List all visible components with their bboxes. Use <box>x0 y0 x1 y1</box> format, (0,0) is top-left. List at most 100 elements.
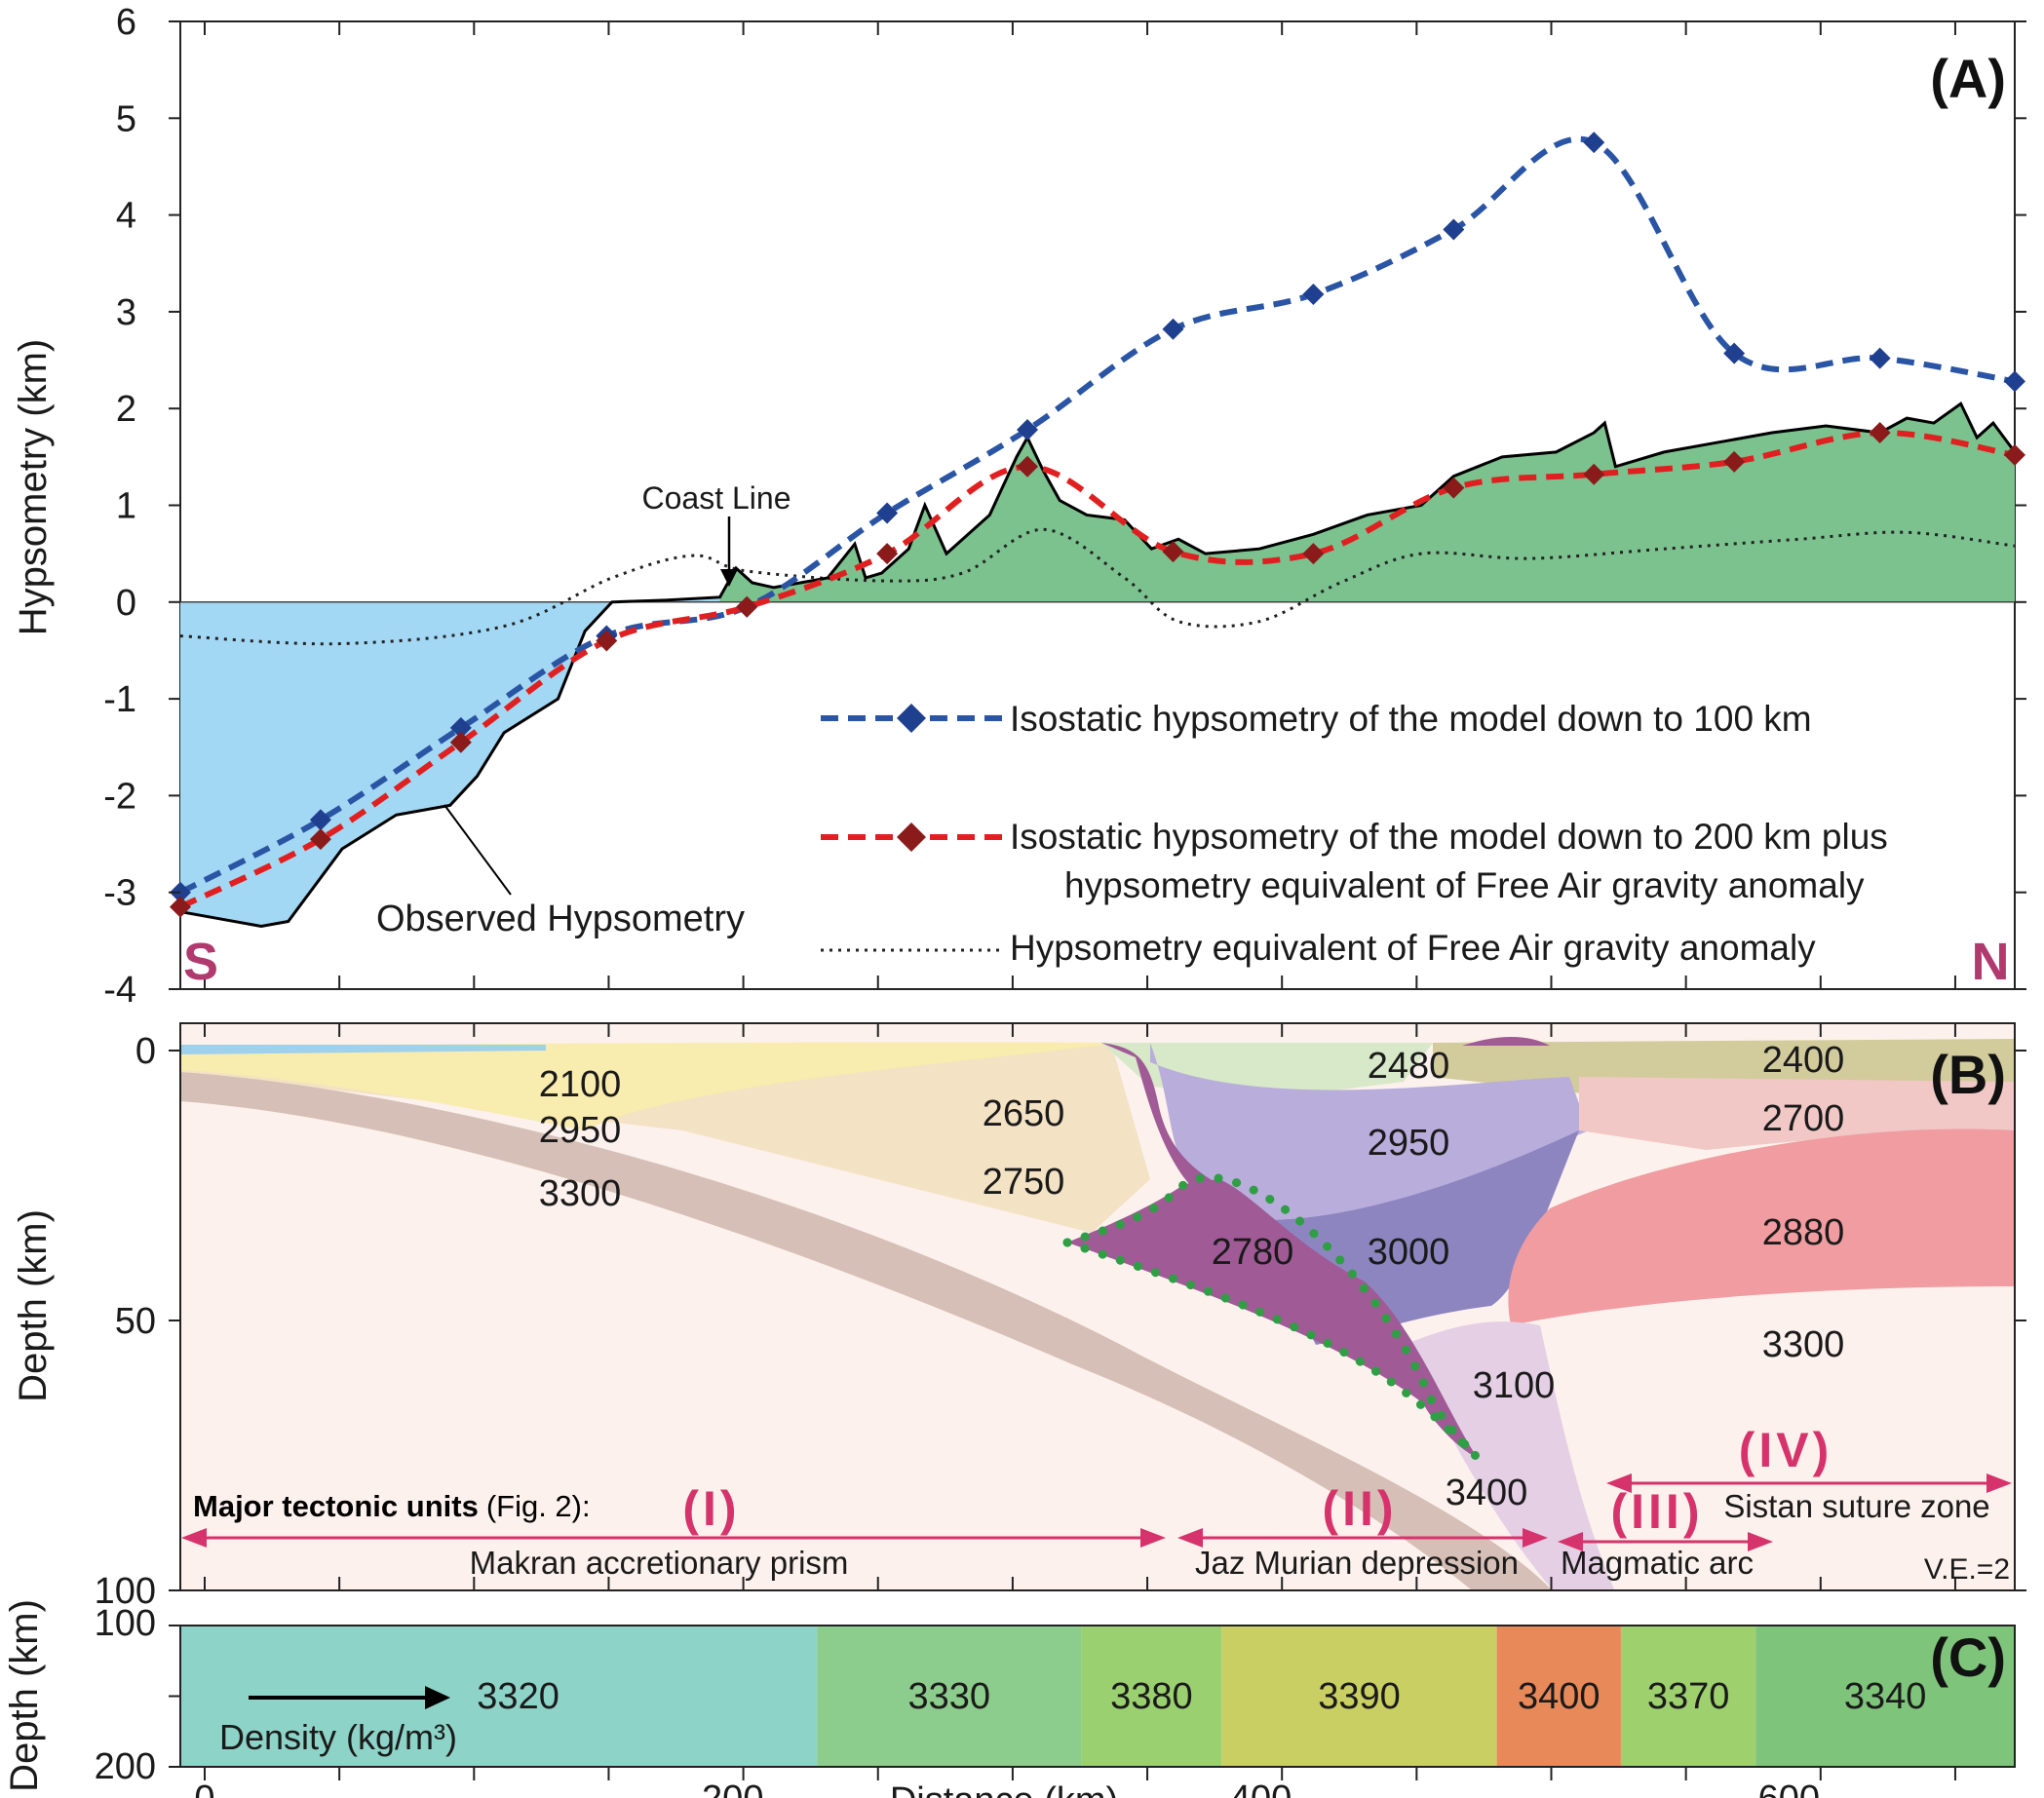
unit-4-roman: (IV) <box>1739 1423 1833 1477</box>
unit-1-arrowhead-left <box>181 1528 207 1548</box>
tectonic-units-title-rest: (Fig. 2): <box>486 1489 591 1523</box>
panel-a-y-tick-label: 6 <box>116 2 136 43</box>
panel-c-y-tick-label: 100 <box>95 1603 156 1644</box>
isostatic-100km-point <box>1302 284 1325 306</box>
observed-label: Observed Hypsometry <box>376 899 745 939</box>
isostatic-100km-point <box>1017 419 1039 441</box>
prism-top-layer <box>180 1042 1121 1130</box>
panel-a-y-tick-label: 0 <box>116 583 136 624</box>
density-slab-3400: 3400 <box>1446 1473 1528 1513</box>
density-segment-3400 <box>1496 1626 1621 1767</box>
isostatic-100km-point <box>1583 132 1605 154</box>
unit-4-arrowhead-left <box>1606 1473 1632 1493</box>
panel-a-y-tick-label: -1 <box>103 679 136 720</box>
isostatic-100km-point <box>1443 218 1465 241</box>
isostatic-200km-point <box>876 543 899 565</box>
density-arc-2880: 2880 <box>1762 1212 1845 1253</box>
isostatic-200km-point <box>2004 443 2025 466</box>
isostatic-200km-point <box>170 896 191 918</box>
density-mantle-3300-north: 3300 <box>1762 1324 1845 1365</box>
isostatic-100km-point <box>1723 342 1746 364</box>
panel-a-y-tick-label: 3 <box>116 292 136 333</box>
isostatic-200km-point <box>1723 450 1746 473</box>
isostatic-100km-line <box>178 135 2016 896</box>
panel-c-label: (C) <box>1930 1626 2006 1688</box>
panel-b: 0 50 100 Depth (km) (B) 2100 2950 3300 265… <box>12 1022 2026 1612</box>
density-labels: 2100 2950 3300 2650 2750 2480 2950 2780 … <box>539 1040 1845 1513</box>
panel-c: 3320 3330 3380 3390 3400 3370 3340 100 200 Dept… <box>3 1599 2016 1798</box>
density-arrow-label: Density (kg/m³) <box>219 1717 457 1757</box>
middle-crust-2950 <box>1150 1043 1589 1220</box>
panel-c-y-axis: 100 200 <box>95 1603 180 1787</box>
isostatic-100km-point <box>449 716 472 739</box>
legend-black-label: Hypsometry equivalent of Free Air gravit… <box>1010 928 1816 968</box>
unit-3-arrowhead-left <box>1558 1532 1583 1551</box>
panel-b-y-label: Depth (km) <box>12 1209 55 1402</box>
panel-b-y-tick-label: 50 <box>115 1301 156 1342</box>
unit-4-arrowhead-right <box>1986 1473 2012 1493</box>
density-crust-2480: 2480 <box>1368 1046 1450 1087</box>
legend-blue-marker <box>897 704 926 733</box>
isostatic-200km-point <box>1017 455 1039 478</box>
wedge-3100 <box>1404 1321 1615 1590</box>
isostatic-200km-line <box>178 429 2016 910</box>
magmatic-intrusion <box>1101 1043 1214 1184</box>
panel-a-y-tick-label: 1 <box>116 486 136 527</box>
unit-4-name: Sistan suture zone <box>1723 1488 1989 1524</box>
panel-b-label: (B) <box>1930 1044 2006 1105</box>
density-segment-label-3330: 3330 <box>908 1676 991 1717</box>
unit-3-roman: (III) <box>1611 1484 1704 1539</box>
isostatic-200km-point <box>736 595 758 618</box>
panel-c-x-tick-label: 400 <box>1230 1779 1292 1798</box>
observed-hypsometry-line <box>179 401 2017 928</box>
legend-red-label-1: Isostatic hypsometry of the model down t… <box>1010 817 1888 857</box>
panel-a-y-tick-label: 4 <box>116 196 136 237</box>
panel-a-y-label: Hypsometry (km) <box>12 339 55 635</box>
isostatic-200km-point <box>1162 541 1184 563</box>
unit-1-name: Makran accretionary prism <box>470 1545 849 1581</box>
observed-leader-line <box>444 804 512 896</box>
legend-red-marker <box>897 822 926 852</box>
isostatic-200km-point <box>1583 463 1605 485</box>
isostatic-200km-point <box>1869 422 1891 444</box>
density-prism-2750: 2750 <box>983 1162 1065 1203</box>
isostatic-100km-point <box>1869 347 1891 369</box>
density-forearc-2780: 2780 <box>1212 1232 1294 1273</box>
density-arc-2700: 2700 <box>1762 1098 1845 1139</box>
forearc-boundary-upper <box>1062 1173 1482 1462</box>
panel-c-x-label: Distance (km) <box>890 1780 1118 1798</box>
legend-red-label-2: hypsometry equivalent of Free Air gravit… <box>1064 865 1865 905</box>
density-segment-3370 <box>1620 1626 1756 1767</box>
density-segment-label-3390: 3390 <box>1318 1676 1401 1717</box>
land-fill <box>719 403 2015 602</box>
unit-1-arrowhead-right <box>1140 1528 1166 1548</box>
panel-c-y-tick-label: 200 <box>95 1746 156 1787</box>
density-crust-2950: 2950 <box>1368 1123 1450 1164</box>
unit-2-arrowhead-left <box>1177 1528 1203 1548</box>
legend: Isostatic hypsometry of the model down t… <box>821 699 1888 968</box>
density-segment-label-3380: 3380 <box>1110 1676 1193 1717</box>
panel-a-y-tick-label: -4 <box>103 970 136 1011</box>
density-segment-label-3370: 3370 <box>1647 1676 1730 1717</box>
density-crust-3000: 3000 <box>1368 1232 1450 1273</box>
tectonic-units: Major tectonic units (Fig. 2): (I) Makran… <box>181 1423 2012 1586</box>
panel-a-y-tick-label: 5 <box>116 98 136 139</box>
density-arc-2400: 2400 <box>1762 1040 1845 1081</box>
panel-a: 6 5 4 3 2 1 0 -1 -2 -3 -4 Hypsometry (km) (A) Coas… <box>12 2 2026 1011</box>
density-segment-3340 <box>1755 1626 2015 1767</box>
panel-b-y-tick-label: 100 <box>95 1571 156 1612</box>
isostatic-200km-points <box>170 422 2025 918</box>
density-segment-3390 <box>1221 1626 1497 1767</box>
panel-a-y-tick-label: -3 <box>103 873 136 914</box>
density-prism-2100: 2100 <box>539 1064 622 1105</box>
density-segment-label-3320: 3320 <box>477 1676 559 1717</box>
isostatic-200km-point <box>596 630 618 652</box>
density-prism-2650: 2650 <box>983 1093 1065 1134</box>
sea-water-layer <box>180 1045 546 1054</box>
legend-blue-label: Isostatic hypsometry of the model down t… <box>1010 699 1812 739</box>
arc-lower-crust-2880 <box>1508 1129 2015 1325</box>
isostatic-200km-point <box>1302 543 1325 565</box>
coast-line-arrowhead <box>720 569 738 587</box>
forearc-mantle-2780 <box>1067 1179 1477 1457</box>
unit-1-roman: (I) <box>682 1481 740 1536</box>
